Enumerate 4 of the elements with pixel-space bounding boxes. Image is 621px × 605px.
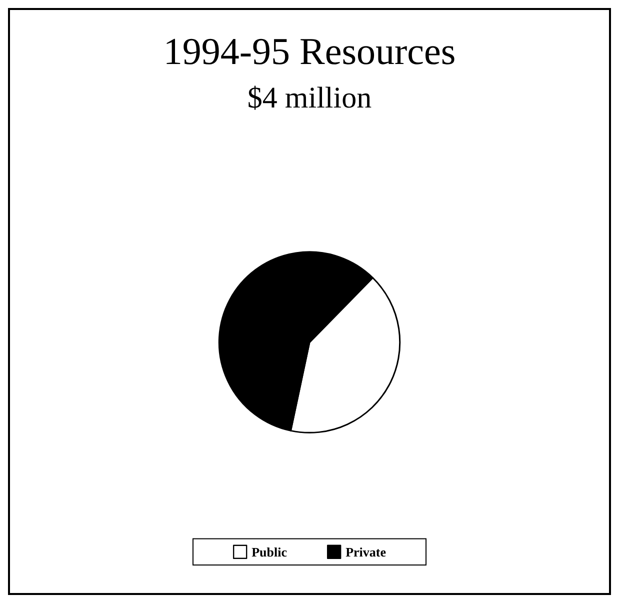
legend-label: Public <box>252 544 288 560</box>
chart-title: 1994-95 Resources <box>163 31 456 73</box>
chart-subtitle: $4 million <box>247 82 372 114</box>
legend-label: Private <box>346 544 386 560</box>
